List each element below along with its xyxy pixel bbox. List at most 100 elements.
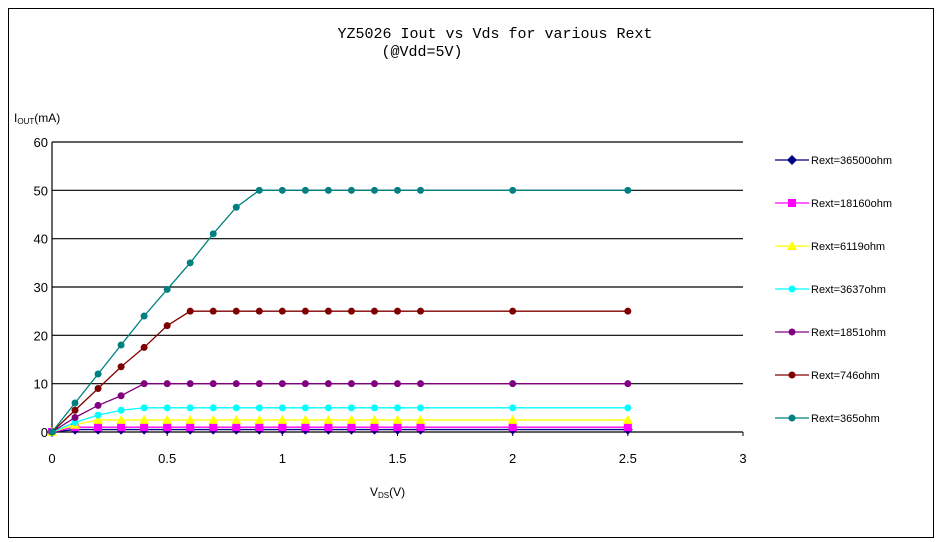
data-point	[186, 404, 194, 412]
data-point	[301, 307, 309, 315]
series-rext-6119ohm	[47, 414, 633, 436]
data-point	[507, 414, 518, 424]
data-point	[116, 414, 127, 424]
series-rext-1851ohm	[48, 380, 632, 436]
series-rext-3637ohm	[48, 404, 632, 436]
data-point	[370, 186, 378, 194]
data-point	[370, 404, 378, 412]
data-point	[140, 343, 148, 351]
x-tick-label: 1.5	[388, 451, 406, 466]
legend-item: Rext=36500ohm	[775, 155, 892, 167]
data-point	[209, 404, 217, 412]
data-point	[624, 404, 632, 412]
data-point	[347, 404, 355, 412]
data-point	[140, 404, 148, 412]
series-rext-365ohm	[48, 186, 632, 436]
data-point	[185, 414, 196, 424]
y-tick-label: 30	[34, 280, 48, 295]
data-point	[394, 186, 401, 194]
data-point	[417, 307, 425, 315]
data-point	[255, 404, 263, 412]
y-tick-label: 10	[34, 377, 48, 392]
legend-marker	[788, 285, 796, 293]
data-point	[117, 406, 125, 414]
data-point	[186, 259, 194, 267]
data-point	[278, 307, 286, 315]
series-line	[51, 310, 628, 433]
data-point	[255, 307, 263, 315]
legend-marker	[788, 371, 796, 379]
data-point	[231, 414, 242, 424]
legend-item: Rext=3637ohm	[775, 284, 886, 296]
data-point	[624, 307, 632, 315]
data-point	[624, 186, 632, 194]
data-point	[163, 322, 171, 330]
x-axis-label: VDS(V)	[370, 485, 405, 500]
data-point	[71, 399, 79, 407]
data-point	[255, 380, 263, 388]
data-point	[93, 414, 104, 424]
x-tick-label: 1	[279, 451, 286, 466]
data-point	[232, 380, 240, 388]
legend-label: Rext=18160ohm	[811, 198, 892, 210]
data-point	[278, 380, 286, 388]
data-point	[94, 423, 103, 432]
data-point	[347, 186, 355, 194]
data-point	[71, 414, 79, 421]
data-point	[117, 423, 126, 432]
data-point	[417, 186, 425, 194]
data-point	[278, 404, 286, 412]
data-point	[369, 414, 380, 424]
legend-marker	[787, 155, 797, 165]
data-point	[140, 312, 148, 320]
data-point	[209, 423, 218, 432]
x-tick-labels: 0 0.5 1 1.5 2 2.5 3	[48, 451, 746, 466]
legend-item: Rext=1851ohm	[775, 327, 886, 339]
legend-item: Rext=746ohm	[775, 370, 880, 382]
data-point	[117, 341, 125, 349]
data-point	[623, 423, 632, 432]
data-point	[163, 404, 171, 412]
data-point	[301, 380, 309, 388]
data-point	[186, 423, 195, 432]
legend-item: Rext=6119ohm	[775, 241, 885, 253]
data-point	[346, 414, 357, 424]
data-point	[232, 307, 240, 315]
data-point	[209, 230, 217, 238]
y-tick-label: 20	[34, 328, 48, 343]
y-tick-label: 50	[34, 183, 48, 198]
data-point	[370, 307, 378, 315]
data-point	[394, 380, 401, 388]
data-point	[415, 414, 426, 424]
data-point	[347, 380, 355, 388]
data-point	[416, 423, 425, 432]
y-tick-label: 0	[41, 425, 48, 440]
data-point	[232, 404, 240, 412]
legend: Rext=36500ohm Rext=18160ohm Rext=6119ohm Re…	[775, 155, 892, 425]
data-point	[232, 203, 240, 211]
series-lines	[47, 186, 633, 437]
data-point	[509, 380, 517, 388]
data-point	[509, 404, 517, 412]
y-axis-label: IOUT(mA)	[14, 111, 60, 126]
data-point	[140, 380, 148, 388]
data-point	[417, 404, 425, 412]
data-point	[417, 380, 425, 388]
legend-marker	[788, 199, 796, 207]
y-axis-label-sub: OUT	[17, 117, 34, 126]
data-point	[277, 414, 288, 424]
data-point	[94, 385, 102, 392]
x-axis-label-main: V	[370, 485, 378, 499]
legend-item: Rext=365ohm	[775, 413, 880, 425]
x-tick-label: 2	[509, 451, 516, 466]
data-point	[163, 380, 171, 388]
data-point	[624, 380, 632, 388]
legend-label: Rext=1851ohm	[811, 327, 886, 339]
data-point	[394, 307, 401, 315]
data-point	[139, 414, 150, 424]
data-point	[163, 285, 171, 293]
x-tick-label: 2.5	[619, 451, 637, 466]
data-point	[254, 414, 265, 424]
data-point	[162, 414, 173, 424]
y-axis-label-unit: (mA)	[34, 111, 60, 125]
